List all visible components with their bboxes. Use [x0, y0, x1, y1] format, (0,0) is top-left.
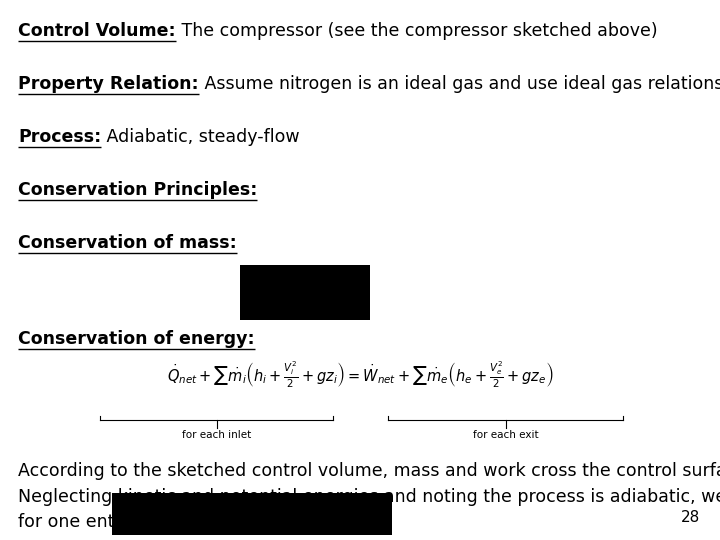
Text: Conservation of energy:: Conservation of energy: — [18, 330, 255, 348]
Text: Control Volume:: Control Volume: — [18, 22, 176, 40]
Text: Process:: Process: — [18, 128, 102, 146]
Text: 28: 28 — [680, 510, 700, 525]
Text: Adiabatic, steady-flow: Adiabatic, steady-flow — [102, 128, 300, 146]
Bar — [112, 493, 392, 535]
Text: According to the sketched control volume, mass and work cross the control surfac: According to the sketched control volume… — [18, 462, 720, 531]
Text: Conservation of mass:: Conservation of mass: — [18, 234, 237, 252]
Text: Conservation Principles:: Conservation Principles: — [18, 181, 257, 199]
Bar — [240, 265, 370, 320]
Text: Assume nitrogen is an ideal gas and use ideal gas relations: Assume nitrogen is an ideal gas and use … — [199, 75, 720, 93]
Text: for each exit: for each exit — [473, 430, 539, 440]
Text: The compressor (see the compressor sketched above): The compressor (see the compressor sketc… — [176, 22, 657, 40]
Text: $\dot{Q}_{net} + \sum \dot{m}_i\left(h_i + \frac{V_i^2}{2} + gz_i\right) = \dot{: $\dot{Q}_{net} + \sum \dot{m}_i\left(h_i… — [166, 360, 554, 390]
Text: Property Relation:: Property Relation: — [18, 75, 199, 93]
Text: for each inlet: for each inlet — [182, 430, 251, 440]
